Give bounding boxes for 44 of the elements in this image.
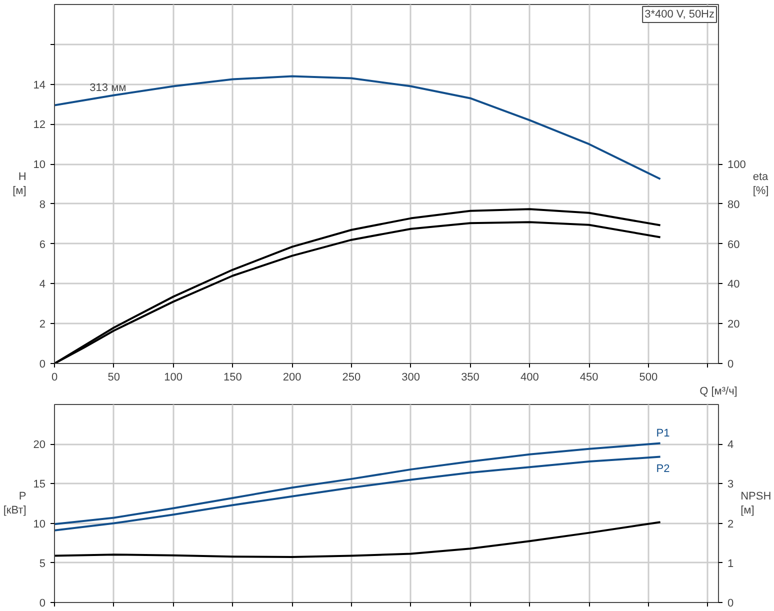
y2-tick-label: 20: [728, 318, 740, 331]
y2-tick-label: 100: [728, 159, 746, 172]
y2-axis-title: eta [%]: [752, 170, 770, 198]
y-axis-title: P [кВт]: [3, 490, 26, 517]
y2-axis-title: NPSH [м]: [740, 490, 772, 517]
y2-tick-label: 0: [728, 358, 734, 370]
y2-tick-label: 2: [728, 518, 734, 530]
y-tick-label: 12: [33, 119, 46, 132]
y-tick-label: 10: [33, 518, 46, 530]
y2-tick-label: 4: [728, 439, 734, 452]
y2-tick-label: 60: [728, 238, 740, 251]
x-tick-label: 150: [224, 372, 242, 384]
x-tick-label: 200: [282, 372, 302, 384]
annotation: 313 мм: [90, 82, 126, 94]
y2-tick-label: 80: [728, 198, 740, 211]
y-tick-label: 0: [39, 598, 46, 610]
y-tick-label: 10: [33, 159, 46, 172]
x-tick-label: 250: [342, 372, 361, 384]
y-tick-label: 6: [39, 238, 46, 251]
y-tick-label: 2: [39, 318, 46, 331]
annotation: 3*400 V, 50Hz: [644, 8, 715, 20]
x-tick-label: 450: [580, 372, 598, 384]
y-axis-title: H [м]: [12, 170, 26, 198]
x-tick-label: 50: [108, 372, 120, 384]
series-label: P1: [656, 427, 670, 440]
x-tick-label: 0: [51, 372, 58, 384]
y-tick-label: 14: [33, 79, 46, 92]
x-tick-label: 300: [402, 372, 420, 384]
y-tick-label: 20: [33, 439, 46, 452]
y2-tick-label: 40: [728, 278, 740, 291]
y-tick-label: 15: [33, 478, 46, 491]
x-tick-label: 350: [461, 372, 480, 384]
y2-tick-label: 3: [728, 478, 734, 491]
y2-tick-label: 0: [728, 598, 734, 610]
x-tick-label: 400: [520, 372, 539, 384]
y-tick-label: 8: [39, 198, 46, 211]
y2-tick-label: 1: [728, 558, 734, 570]
x-tick-label: 500: [639, 372, 658, 384]
y-tick-label: 5: [39, 558, 46, 570]
x-tick-label: 100: [164, 372, 182, 384]
y-tick-label: 0: [39, 358, 46, 370]
y-tick-label: 4: [39, 278, 46, 291]
x-axis-title: Q [м³/ч]: [700, 386, 738, 398]
series-label: P2: [656, 462, 670, 475]
